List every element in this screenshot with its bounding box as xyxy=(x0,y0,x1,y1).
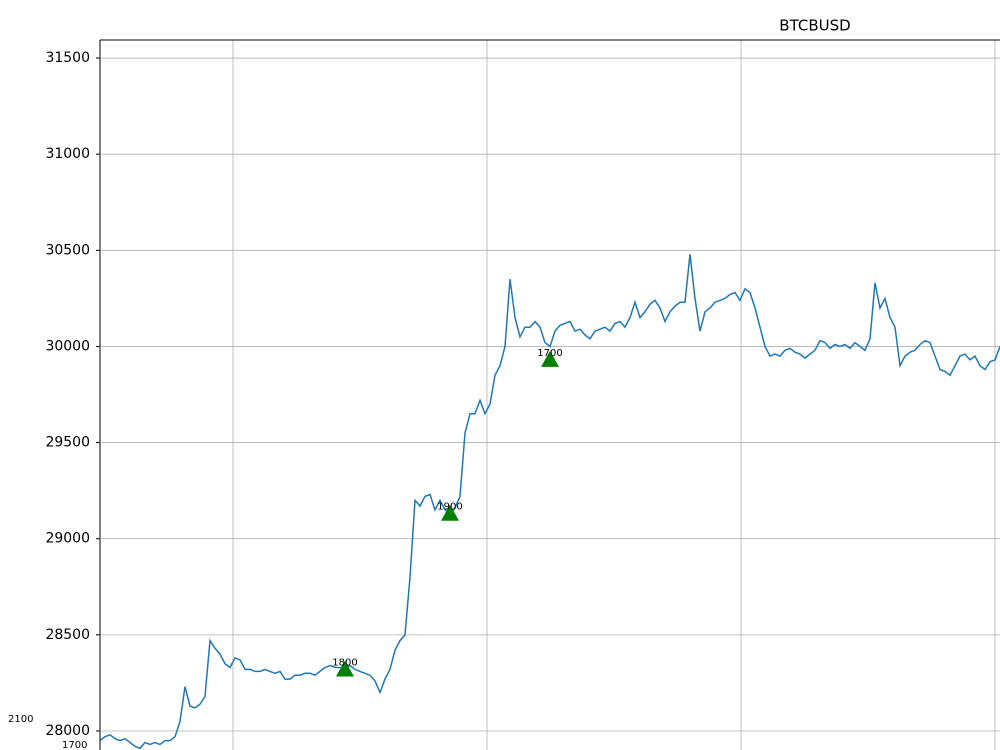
trade-marker xyxy=(336,660,354,677)
y-tick-label: 30000 xyxy=(45,338,90,354)
y-tick-label: 28000 xyxy=(45,723,90,739)
grid xyxy=(232,40,996,750)
annotation: 2100 xyxy=(8,714,33,725)
annotation: 1700 xyxy=(62,740,87,750)
y-tick-label: 31500 xyxy=(45,50,90,66)
trade-marker xyxy=(541,350,559,367)
marker-label: 1900 xyxy=(437,502,462,513)
trade-marker xyxy=(441,504,459,521)
y-tick-label: 29500 xyxy=(45,435,90,451)
plot-area xyxy=(100,254,1000,750)
y-tick-label: 29000 xyxy=(45,531,90,547)
y-tick-label: 31000 xyxy=(45,146,90,162)
y-tick-label: 30500 xyxy=(45,242,90,258)
y-tick-label: 28500 xyxy=(45,627,90,643)
marker-label: 1700 xyxy=(537,348,562,359)
chart-title: BTCBUSD xyxy=(779,17,850,35)
marker-label: 1800 xyxy=(332,657,357,668)
price-line xyxy=(100,254,1000,750)
